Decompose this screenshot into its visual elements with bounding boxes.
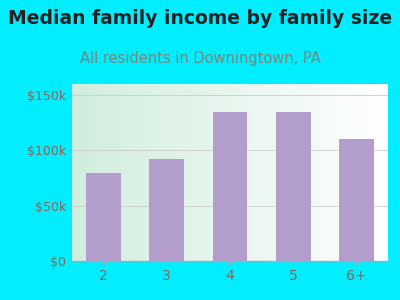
Bar	[86, 172, 121, 261]
Bar	[339, 139, 374, 261]
Bar	[213, 112, 247, 261]
Bar	[276, 112, 310, 261]
Text: All residents in Downingtown, PA: All residents in Downingtown, PA	[80, 51, 320, 66]
Text: Median family income by family size: Median family income by family size	[8, 9, 392, 28]
Bar	[150, 159, 184, 261]
